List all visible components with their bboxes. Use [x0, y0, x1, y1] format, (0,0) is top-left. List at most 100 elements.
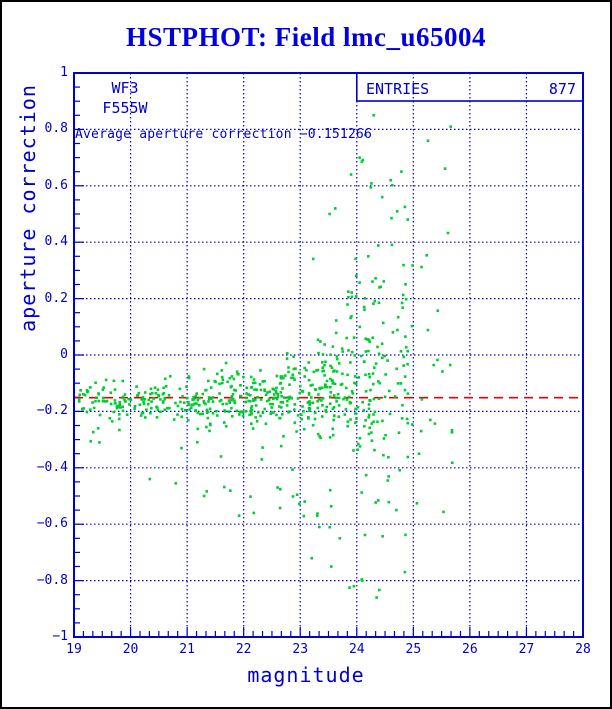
scatter-point: [345, 398, 349, 401]
scatter-point: [380, 195, 384, 199]
scatter-point: [312, 370, 316, 374]
scatter-point: [332, 370, 335, 373]
scatter-point: [328, 488, 332, 492]
scatter-point: [172, 418, 176, 421]
y-axis-title: aperture correction: [16, 84, 40, 332]
scatter-point: [288, 410, 291, 413]
scatter-point: [253, 388, 256, 391]
scatter-point: [352, 584, 356, 588]
scatter-point: [250, 405, 254, 408]
scatter-point: [284, 374, 287, 377]
scatter-point: [380, 342, 384, 346]
page-title: HSTPHOT: Field lmc_u65004: [125, 22, 486, 52]
scatter-point: [249, 399, 252, 403]
scatter-point: [332, 405, 336, 409]
scatter-point: [178, 387, 182, 391]
scatter-point: [372, 302, 375, 306]
scatter-point: [358, 281, 361, 284]
scatter-point: [316, 338, 320, 342]
scatter-point: [330, 565, 333, 568]
scatter-point: [167, 394, 171, 397]
scatter-point: [202, 399, 206, 403]
scatter-point: [121, 405, 124, 409]
scatter-point: [302, 410, 305, 413]
scatter-point: [224, 361, 228, 365]
scatter-point: [118, 404, 121, 408]
scatter-point: [328, 212, 331, 216]
scatter-point: [145, 408, 148, 411]
scatter-point: [406, 392, 410, 395]
scatter-point: [323, 385, 327, 389]
scatter-point: [316, 512, 319, 515]
scatter-point: [356, 448, 359, 451]
scatter-point: [310, 396, 313, 399]
scatter-point: [257, 411, 260, 414]
scatter-point: [256, 396, 259, 399]
scatter-point: [384, 433, 387, 437]
scatter-point: [349, 361, 352, 364]
scatter-point: [223, 421, 226, 424]
scatter-point: [81, 407, 84, 411]
y-tick-label: −0.2: [36, 403, 68, 419]
scatter-point: [367, 372, 371, 376]
scatter-point: [307, 361, 310, 364]
scatter-point: [221, 381, 224, 385]
scatter-point: [404, 533, 407, 537]
scatter-point: [244, 396, 248, 400]
scatter-point: [301, 405, 304, 408]
scatter-point: [302, 427, 306, 431]
scatter-point: [236, 373, 239, 376]
scatter-point: [331, 407, 335, 410]
scatter-point: [293, 403, 297, 406]
scatter-point: [374, 501, 377, 504]
scatter-point: [367, 338, 370, 342]
scatter-point: [373, 410, 377, 414]
scatter-point: [337, 415, 340, 418]
scatter-point: [372, 382, 375, 386]
scatter-point: [230, 375, 234, 378]
scatter-point: [311, 383, 314, 387]
scatter-point: [376, 420, 379, 424]
scatter-point: [220, 375, 224, 379]
scatter-point: [295, 430, 298, 433]
scatter-point: [349, 418, 352, 421]
scatter-point: [286, 399, 289, 403]
scatter-point: [278, 416, 282, 420]
scatter-point: [400, 301, 404, 305]
scatter-point: [329, 377, 332, 381]
scatter-point: [296, 397, 300, 400]
scatter-point: [298, 384, 302, 388]
scatter-point: [275, 413, 278, 417]
scatter-point: [115, 406, 119, 410]
scatter-point: [321, 415, 324, 418]
scatter-point: [334, 319, 338, 322]
scatter-point: [264, 422, 268, 426]
scatter-point: [368, 426, 371, 430]
scatter-point: [98, 441, 101, 444]
scatter-point: [321, 366, 324, 370]
camera-label: WF3: [111, 79, 139, 97]
scatter-point: [317, 393, 320, 396]
scatter-point: [218, 392, 221, 395]
scatter-point: [335, 357, 339, 361]
scatter-point: [218, 399, 222, 403]
scatter-point: [358, 445, 362, 448]
scatter-point: [367, 416, 370, 419]
scatter-point: [376, 345, 379, 349]
scatter-point: [180, 407, 184, 411]
scatter-point: [272, 411, 275, 414]
scatter-point: [150, 406, 153, 410]
scatter-point: [272, 388, 276, 391]
scatter-point: [259, 388, 263, 392]
y-tick-label: −0.4: [36, 459, 68, 475]
scatter-point: [186, 396, 189, 400]
scatter-point: [372, 114, 375, 117]
scatter-point: [192, 395, 195, 399]
x-tick-label: 19: [66, 642, 82, 657]
scatter-point: [396, 315, 400, 319]
scatter-point: [305, 368, 308, 372]
scatter-point: [389, 178, 392, 182]
scatter-point: [295, 493, 299, 496]
scatter-point: [263, 389, 266, 392]
scatter-point: [334, 207, 337, 210]
